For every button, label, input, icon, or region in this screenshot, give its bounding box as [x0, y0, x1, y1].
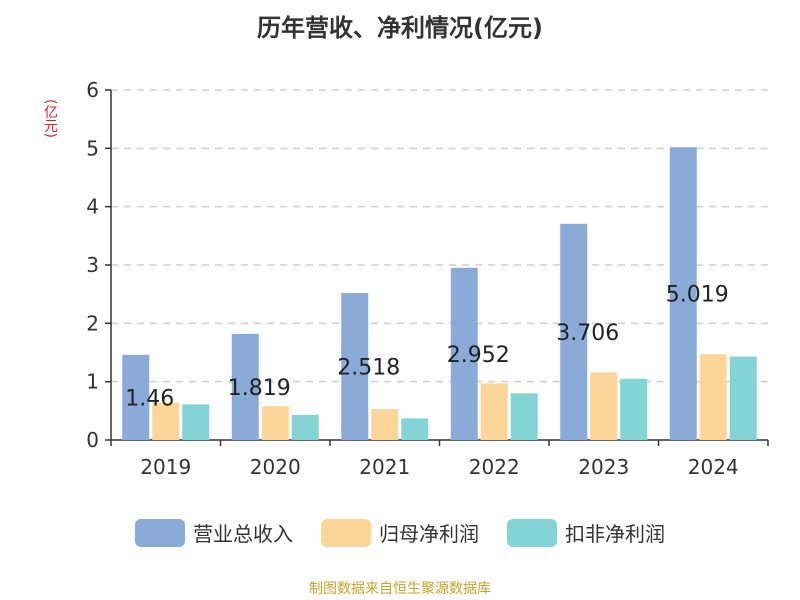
legend-swatch-revenue — [135, 518, 185, 547]
bar — [510, 393, 538, 440]
data-label: 2.952 — [447, 343, 510, 368]
bar — [669, 147, 697, 440]
y-tick-label: 6 — [86, 78, 99, 102]
x-tick-label: 2020 — [250, 455, 301, 479]
bar — [341, 293, 369, 440]
legend-swatch-deducted-net-profit — [507, 518, 557, 547]
x-tick-label: 2024 — [688, 455, 739, 479]
y-tick-label: 3 — [86, 253, 99, 277]
legend-item-net-profit[interactable]: 归母净利润 — [321, 518, 479, 547]
bar — [450, 267, 478, 440]
bar — [291, 414, 319, 440]
x-tick-label: 2023 — [578, 455, 629, 479]
data-label: 2.518 — [337, 356, 400, 381]
data-label: 5.019 — [666, 283, 729, 308]
legend-label-deducted-net-profit: 扣非净利润 — [565, 522, 665, 546]
data-label: 1.819 — [228, 376, 291, 401]
bar — [152, 402, 180, 440]
legend-label-revenue: 营业总收入 — [193, 522, 293, 546]
bar — [699, 354, 727, 440]
bar — [590, 372, 618, 440]
bar — [231, 333, 259, 440]
bar — [371, 409, 399, 440]
bar — [182, 404, 210, 440]
bar — [620, 378, 648, 440]
y-axis-unit: (亿元) — [42, 98, 58, 138]
bar — [122, 354, 150, 440]
data-label: 3.706 — [556, 321, 619, 346]
y-tick-label: 1 — [86, 370, 99, 394]
x-tick-label: 2019 — [140, 455, 191, 479]
y-tick-label: 4 — [86, 195, 99, 219]
bar — [560, 223, 588, 440]
data-label: 1.46 — [125, 386, 174, 411]
bar-chart: 0 1 2 3 4 5 6 2019 2020 2021 2022 2023 2024 1.46 1.819… — [86, 78, 769, 479]
y-tick-label: 2 — [86, 311, 99, 335]
bar — [480, 383, 508, 440]
bar — [729, 356, 757, 440]
x-tick-label: 2021 — [359, 455, 410, 479]
legend-item-deducted-net-profit[interactable]: 扣非净利润 — [507, 518, 665, 547]
legend: 营业总收入 归母净利润 扣非净利润 — [0, 518, 800, 547]
x-tick-label: 2022 — [469, 455, 520, 479]
legend-label-net-profit: 归母净利润 — [379, 522, 479, 546]
legend-item-revenue[interactable]: 营业总收入 — [135, 518, 293, 547]
chart-title: 历年营收、净利情况(亿元) — [257, 14, 543, 42]
bar — [401, 418, 429, 440]
y-tick-label: 0 — [86, 428, 99, 452]
data-source-note: 制图数据来自恒生聚源数据库 — [309, 581, 491, 597]
y-tick-label: 5 — [86, 136, 99, 160]
bar — [261, 406, 289, 440]
legend-swatch-net-profit — [321, 518, 371, 547]
